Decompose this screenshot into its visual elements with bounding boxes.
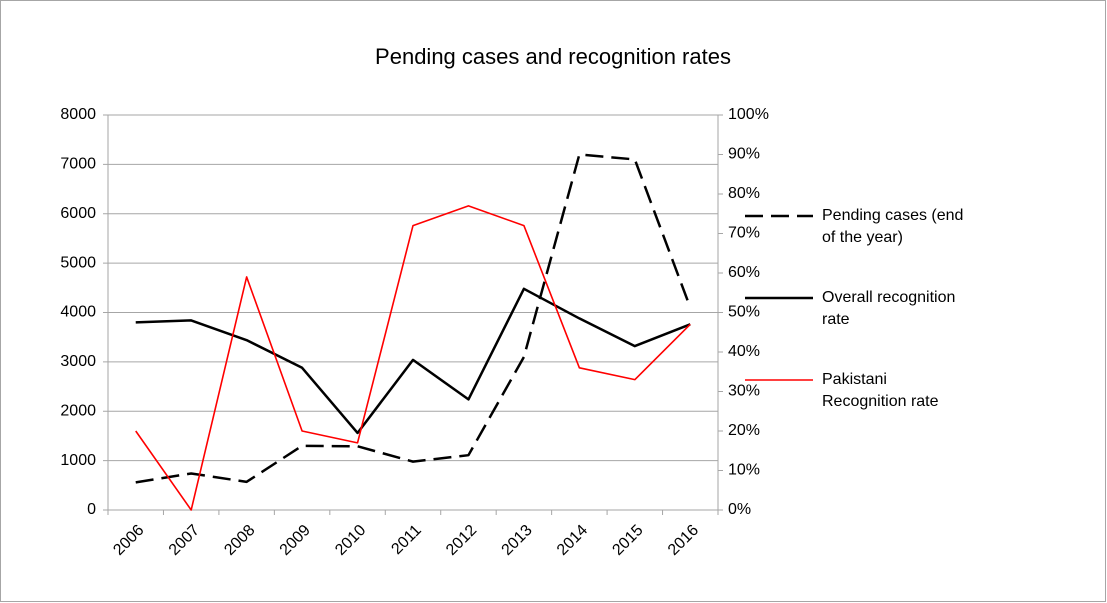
y2-tick-label: 90%: [728, 146, 760, 163]
y-tick-label: 8000: [60, 106, 96, 123]
y2-tick-label: 20%: [728, 422, 760, 439]
y-tick-label: 1000: [60, 452, 96, 469]
y-tick-label: 4000: [60, 304, 96, 321]
y-tick-label: 3000: [60, 353, 96, 370]
series-line: [135, 205, 691, 511]
y2-tick-label: 50%: [728, 304, 760, 321]
y2-tick-label: 40%: [728, 343, 760, 360]
y-tick-label: 7000: [60, 156, 96, 173]
y-tick-label: 2000: [60, 402, 96, 419]
series-line: [135, 153, 692, 484]
y2-tick-label: 100%: [728, 106, 769, 123]
y2-tick-label: 80%: [728, 185, 760, 202]
legend-line: Overall recognition: [822, 289, 955, 306]
y-tick-label: 0: [87, 501, 96, 518]
legend-line: of the year): [822, 229, 903, 246]
chart-title: Pending cases and recognition rates: [375, 44, 731, 69]
y-tick-label: 5000: [60, 254, 96, 271]
legend-line: Recognition rate: [822, 393, 939, 410]
y2-tick-label: 0%: [728, 501, 751, 518]
legend-line: Pakistani: [822, 371, 887, 388]
legend-line: rate: [822, 311, 850, 328]
legend-line: Pending cases (end: [822, 207, 963, 224]
series-line: [135, 287, 691, 435]
y2-tick-label: 60%: [728, 264, 760, 281]
y2-tick-label: 10%: [728, 462, 760, 479]
legend-label: Pakistani Recognition rate: [822, 371, 939, 410]
y2-tick-label: 30%: [728, 383, 760, 400]
y2-tick-label: 70%: [728, 225, 760, 242]
legend-label: Pending cases (end of the year): [822, 207, 963, 246]
y-tick-label: 6000: [60, 205, 96, 222]
legend-label: Overall recognition rate: [822, 289, 955, 328]
